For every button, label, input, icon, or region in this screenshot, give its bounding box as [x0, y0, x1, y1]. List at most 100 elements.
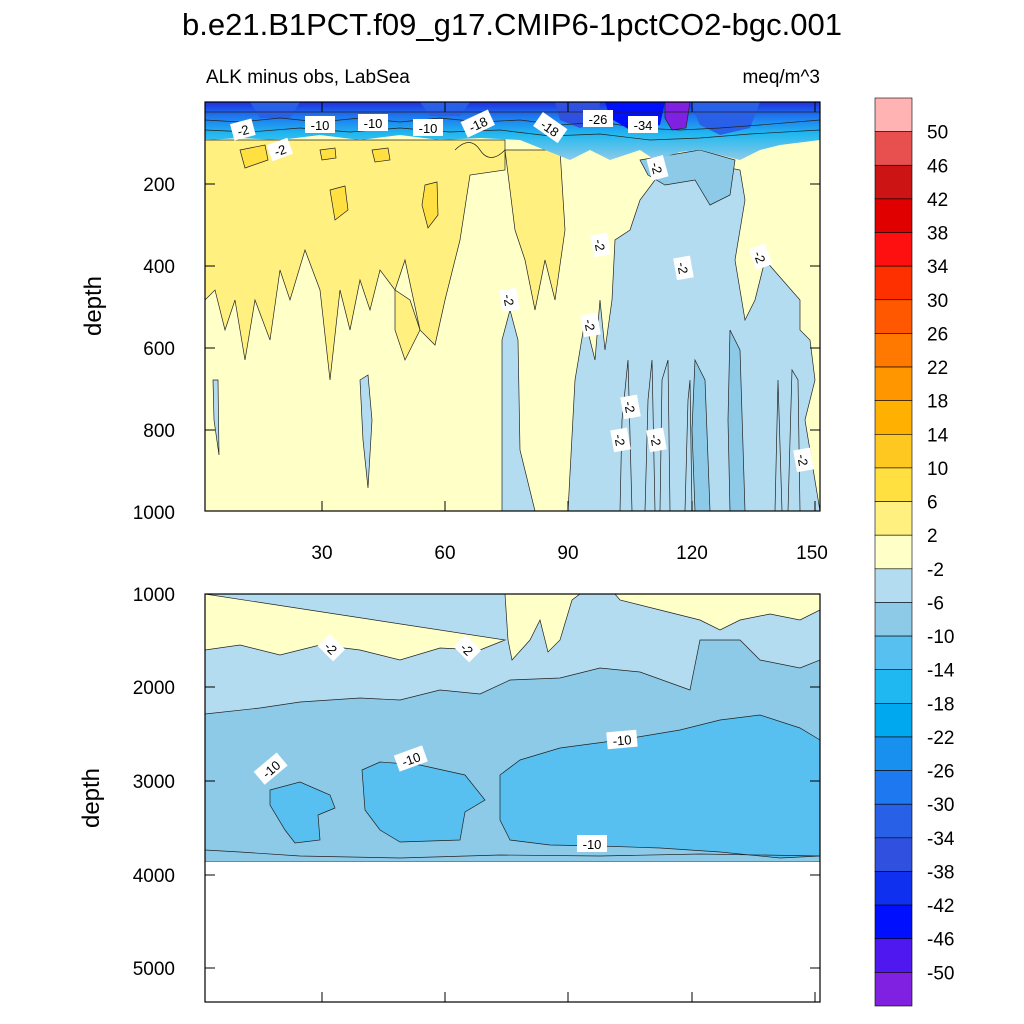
colorbar-level-label: 10	[927, 459, 948, 480]
colorbar-level-label: 38	[927, 224, 948, 245]
contour-label: -2	[673, 255, 694, 281]
colorbar-swatch	[874, 366, 913, 401]
colorbar-level-label: 22	[927, 358, 948, 379]
contour-label: -2	[590, 232, 611, 258]
lower-x-axis	[321, 992, 816, 1002]
colorbar-swatch	[874, 400, 913, 435]
contour-label-text: -2	[794, 453, 811, 467]
lower-plot-frame	[204, 593, 821, 1003]
contour-label: -10	[577, 835, 607, 852]
contour-label-text: -26	[589, 112, 608, 127]
contour-label-text: -2	[611, 433, 628, 447]
upper-y-axis: 200 400 600 800 1000	[133, 175, 820, 524]
upper-contour-field	[205, 102, 820, 511]
colorbar-level-label: -34	[927, 829, 955, 850]
upper-y-tick-label: 800	[143, 421, 175, 442]
lower-panel: 1000 2000 3000 4000 5000 depth -2 -2 -10 -1…	[78, 585, 821, 1003]
contour-label: -2	[646, 155, 669, 181]
lower-y-axis: 1000 2000 3000 4000 5000	[133, 585, 820, 980]
colorbar-level-label: 2	[927, 526, 938, 547]
colorbar-level-label: -10	[927, 627, 954, 648]
contour-label-text: -2	[591, 238, 608, 252]
upper-contour-labels: -2-2-10 -10 -10 -18 -18 -26 -34-2-2-2-2-2-2-2-…	[230, 109, 814, 473]
colorbar-swatch	[874, 871, 913, 906]
colorbar-swatch	[874, 501, 913, 536]
colorbar-swatch	[874, 803, 913, 839]
contour-label-text: -10	[311, 118, 330, 133]
colorbar-level-label: -18	[927, 694, 954, 715]
upper-panel: 200 400 600 800 1000 depth 30 60 90 120 …	[80, 101, 828, 564]
colorbar-swatch	[874, 534, 913, 570]
colorbar-swatch	[874, 265, 913, 301]
colorbar-level-label: 26	[927, 324, 948, 345]
contour-label: -2	[793, 447, 814, 473]
colorbar-swatch	[874, 837, 913, 872]
contour-label-text: -2	[500, 293, 517, 307]
contour-label-text: -2	[272, 141, 288, 159]
contour-label: -10	[393, 745, 428, 772]
lower-y-tick-label: 5000	[133, 959, 175, 980]
colorbar: 50 46 42 38 34 30 26 22 18 14 10 6 2 -2 -6 -10 -14 -18 -22…	[874, 97, 955, 1007]
contour-label: -2	[646, 427, 667, 453]
x-axis: 30 60 90 120 150	[311, 102, 828, 564]
colorbar-swatch	[874, 736, 913, 771]
contour-label: -26	[583, 110, 613, 127]
contour-label: -2	[317, 633, 346, 662]
contour-label: -2	[230, 118, 256, 141]
x-tick-label: 120	[676, 543, 708, 564]
colorbar-level-label: 6	[927, 493, 938, 514]
contour-label: -10	[606, 729, 638, 750]
colorbar-level-label: 42	[927, 190, 948, 211]
lower-y-tick-label: 3000	[133, 772, 175, 793]
colorbar-level-label: 30	[927, 291, 948, 312]
colorbar-level-label: 50	[927, 123, 948, 144]
colorbar-level-label: -42	[927, 896, 954, 917]
lower-y-tick-label: 2000	[133, 678, 175, 699]
colorbar-level-label: -2	[927, 560, 944, 581]
colorbar-swatch	[874, 97, 913, 132]
colorbar-level-label: -46	[927, 930, 954, 951]
upper-y-tick-label: 200	[143, 175, 175, 196]
contour-label-text: -10	[419, 121, 438, 136]
upper-y-axis-title: depth	[80, 276, 107, 336]
contour-label: -2	[453, 634, 482, 663]
contour-label: -18	[460, 109, 495, 138]
colorbar-level-label: -38	[927, 862, 954, 883]
contour-label-text: -2	[236, 122, 251, 139]
colorbar-level-label: -50	[927, 963, 954, 984]
contour-label-text: -2	[674, 261, 691, 275]
contour-label-text: -10	[612, 732, 632, 749]
contour-label-text: -2	[648, 161, 665, 176]
colorbar-swatch	[874, 333, 913, 368]
colorbar-level-label: 14	[927, 425, 949, 446]
colorbar-swatch	[874, 602, 913, 637]
colorbar-level-label: -14	[927, 661, 955, 682]
contour-label: -10	[358, 114, 388, 131]
upper-plot-frame	[204, 101, 821, 512]
colorbar-swatch	[874, 568, 913, 603]
colorbar-swatch	[874, 938, 913, 973]
chart-title: b.e21.B1PCT.f09_g17.CMIP6-1pctCO2-bgc.00…	[182, 7, 842, 42]
upper-y-tick-label: 600	[143, 339, 175, 360]
colorbar-level-label: -6	[927, 593, 944, 614]
colorbar-level-label: -30	[927, 795, 954, 816]
colorbar-swatch	[874, 433, 913, 469]
lower-y-axis-title: depth	[78, 768, 105, 828]
x-tick-label: 60	[434, 543, 455, 564]
contour-label-text: -2	[751, 249, 769, 265]
contour-label-text: -10	[583, 837, 602, 852]
x-tick-label: 90	[557, 543, 578, 564]
upper-y-tick-label: 1000	[133, 503, 175, 524]
colorbar-swatch	[874, 198, 913, 233]
lower-contour-labels: -2 -2-10 -10-10-10	[253, 633, 638, 852]
contour-label-text: -10	[400, 749, 423, 770]
contour-label: -10	[413, 119, 443, 136]
contour-label-text: -2	[621, 400, 638, 414]
contour-label-text: -10	[364, 116, 383, 131]
colorbar-level-label: 18	[927, 392, 948, 413]
colorbar-swatch	[874, 164, 913, 200]
units-label: meq/m^3	[742, 67, 820, 88]
colorbar-level-label: 46	[927, 156, 948, 177]
contour-label-text: -2	[647, 433, 664, 447]
